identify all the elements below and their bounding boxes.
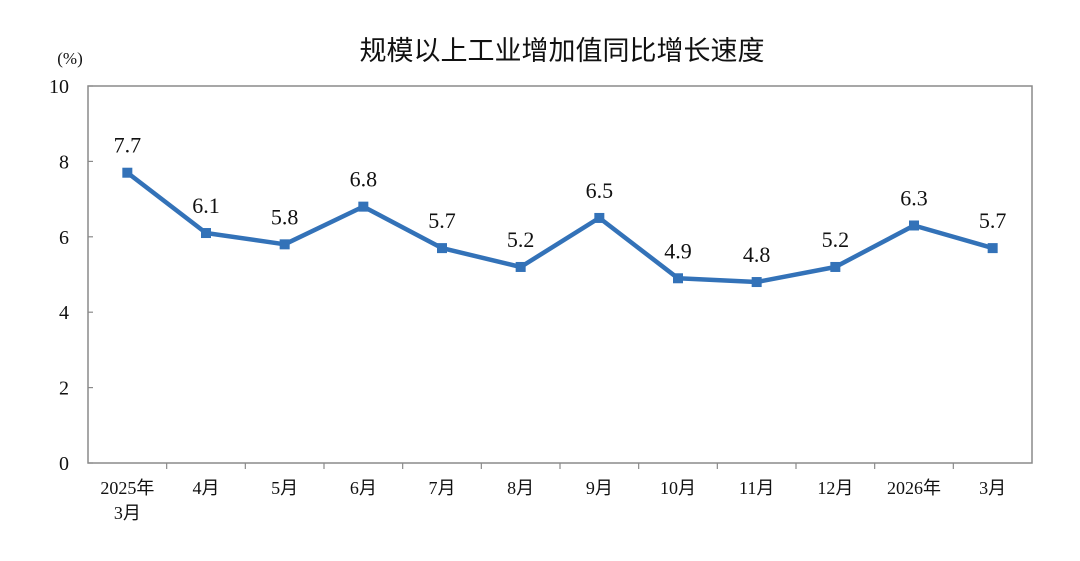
data-point	[909, 220, 919, 231]
x-tick-label: 7月	[429, 478, 456, 498]
data-label: 6.3	[900, 185, 928, 210]
data-label: 7.7	[114, 133, 142, 158]
data-point	[437, 243, 447, 254]
x-tick-label: 2026年	[887, 478, 941, 498]
data-point	[594, 212, 605, 223]
data-label: 4.8	[743, 242, 771, 267]
data-label: 5.2	[507, 227, 535, 252]
data-label: 6.8	[350, 167, 378, 192]
y-tick-label: 6	[59, 227, 69, 249]
data-label: 5.2	[822, 227, 850, 252]
y-tick-label: 8	[59, 151, 69, 173]
x-tick-label: 9月	[586, 478, 613, 498]
series-line	[125, 170, 995, 285]
x-axis: 2025年 3月 4月 5月 6月 7月 8月 9月 10月 11月 12月 2026年 3月	[100, 463, 1006, 523]
data-point	[515, 261, 526, 272]
data-label: 6.5	[586, 178, 614, 203]
data-point	[673, 273, 683, 284]
x-tick-label: 5月	[271, 478, 298, 498]
data-point	[122, 167, 133, 178]
data-label: 4.9	[664, 238, 692, 263]
data-label-layer: 7.7 6.1 5.8 6.8 5.7 5.2 6.5 4.9 4.8 5.2 6.3 5.7	[114, 133, 1007, 267]
x-tick-label: 3月	[114, 503, 141, 523]
x-tick-label: 8月	[507, 478, 534, 498]
data-point	[830, 261, 841, 272]
plot-area	[87, 85, 1033, 464]
data-point	[987, 243, 998, 254]
data-point	[201, 228, 211, 239]
chart-title: 规模以上工业增加值同比增长速度	[360, 36, 765, 67]
x-tick-label: 6月	[350, 478, 377, 498]
data-point	[358, 201, 369, 212]
x-tick-label: 4月	[193, 478, 220, 498]
series-layer	[122, 167, 998, 288]
data-point	[751, 277, 762, 288]
y-unit-label: (%)	[57, 49, 82, 68]
y-tick-label: 10	[49, 76, 69, 98]
y-axis: 0 2 4 6 8 10	[49, 76, 93, 475]
data-point	[279, 239, 290, 250]
y-tick-label: 0	[59, 453, 69, 475]
x-tick-label: 2025年	[100, 478, 154, 498]
data-label: 5.8	[271, 204, 299, 229]
data-label: 5.7	[979, 208, 1007, 233]
y-tick-label: 4	[59, 302, 69, 324]
x-tick-label: 11月	[739, 478, 774, 498]
data-label: 6.1	[192, 193, 220, 218]
y-tick-label: 2	[59, 378, 69, 400]
x-tick-label: 3月	[979, 478, 1006, 498]
data-label: 5.7	[428, 208, 456, 233]
x-tick-label: 12月	[817, 478, 853, 498]
x-tick-label: 10月	[660, 478, 696, 498]
